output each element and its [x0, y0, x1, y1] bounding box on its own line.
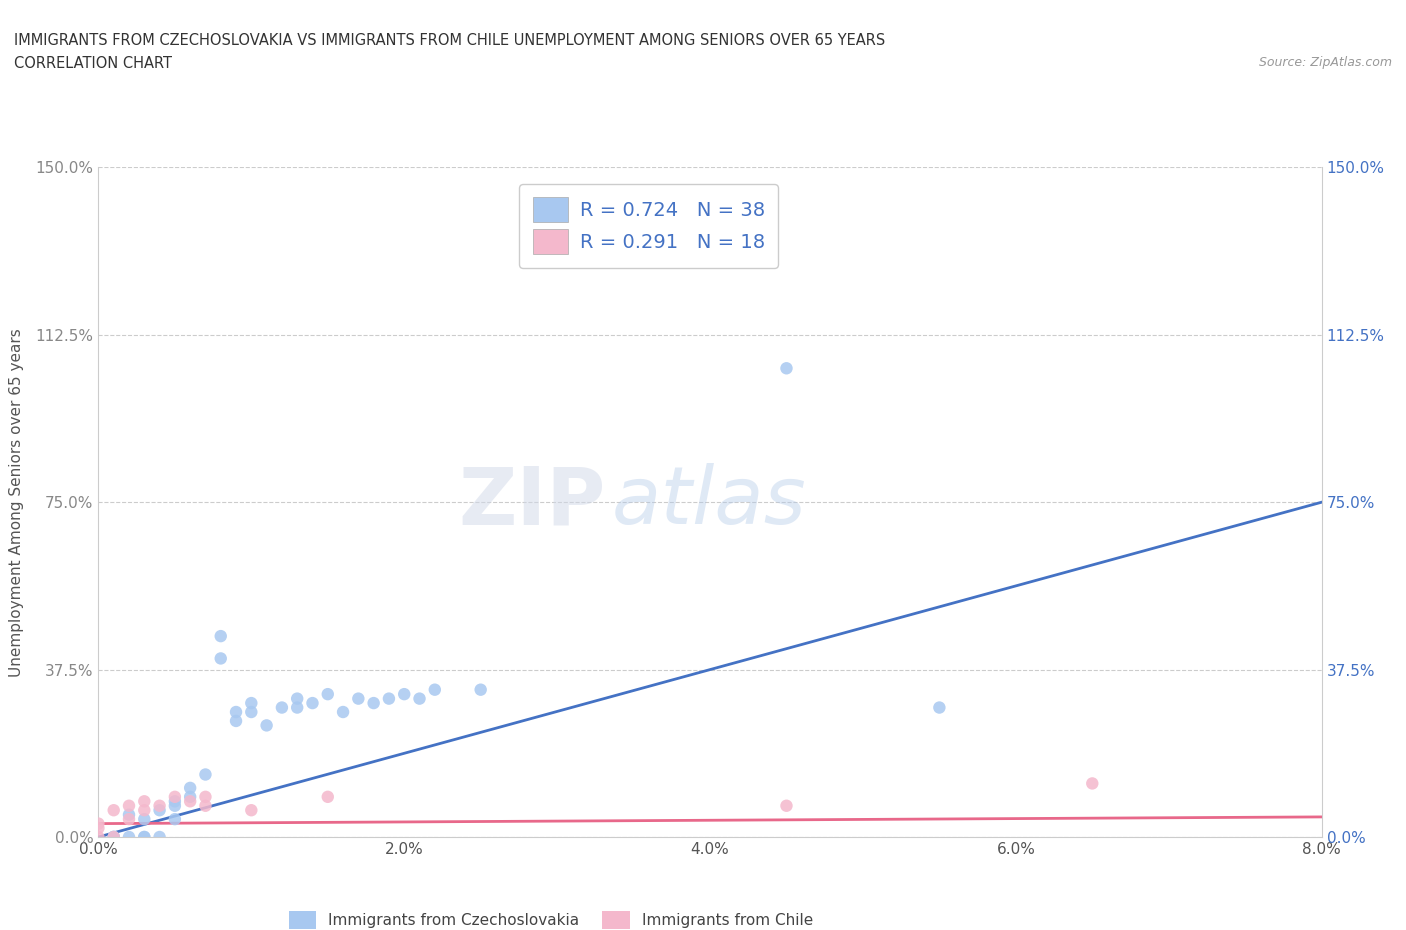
Legend: Immigrants from Czechoslovakia, Immigrants from Chile: Immigrants from Czechoslovakia, Immigran… — [283, 905, 820, 930]
Point — [225, 713, 247, 728]
Point — [347, 691, 370, 706]
Point — [256, 718, 278, 733]
Point — [103, 830, 125, 844]
Text: ZIP: ZIP — [458, 463, 606, 541]
Point — [225, 705, 247, 720]
Point — [118, 812, 141, 827]
Point — [408, 691, 430, 706]
Point — [134, 830, 156, 844]
Point — [775, 361, 797, 376]
Y-axis label: Unemployment Among Seniors over 65 years: Unemployment Among Seniors over 65 years — [10, 328, 24, 677]
Point — [1081, 776, 1104, 790]
Point — [209, 651, 232, 666]
Point — [149, 803, 172, 817]
Text: Source: ZipAtlas.com: Source: ZipAtlas.com — [1258, 56, 1392, 69]
Text: atlas: atlas — [612, 463, 807, 541]
Point — [240, 803, 263, 817]
Point — [179, 780, 201, 795]
Point — [163, 812, 186, 827]
Point — [270, 700, 294, 715]
Point — [118, 807, 141, 822]
Point — [285, 700, 308, 715]
Point — [103, 803, 125, 817]
Point — [179, 794, 201, 809]
Point — [163, 798, 186, 813]
Point — [194, 767, 217, 782]
Point — [194, 798, 217, 813]
Point — [87, 820, 110, 835]
Point — [103, 830, 125, 844]
Text: IMMIGRANTS FROM CZECHOSLOVAKIA VS IMMIGRANTS FROM CHILE UNEMPLOYMENT AMONG SENIO: IMMIGRANTS FROM CZECHOSLOVAKIA VS IMMIGR… — [14, 33, 886, 47]
Point — [118, 830, 141, 844]
Point — [928, 700, 950, 715]
Point — [332, 705, 354, 720]
Point — [149, 830, 172, 844]
Point — [103, 830, 125, 844]
Point — [163, 794, 186, 809]
Point — [316, 790, 339, 804]
Point — [194, 790, 217, 804]
Point — [285, 691, 308, 706]
Point — [134, 794, 156, 809]
Point — [470, 683, 492, 698]
Text: CORRELATION CHART: CORRELATION CHART — [14, 56, 172, 71]
Point — [134, 812, 156, 827]
Point — [209, 629, 232, 644]
Point — [363, 696, 385, 711]
Point — [134, 830, 156, 844]
Point — [423, 683, 446, 698]
Point — [392, 686, 416, 701]
Point — [179, 790, 201, 804]
Point — [240, 705, 263, 720]
Point — [316, 686, 339, 701]
Point — [163, 790, 186, 804]
Point — [240, 696, 263, 711]
Point — [149, 798, 172, 813]
Point — [87, 830, 110, 844]
Point — [775, 798, 797, 813]
Point — [301, 696, 323, 711]
Point — [134, 803, 156, 817]
Point — [118, 798, 141, 813]
Point — [378, 691, 401, 706]
Point — [103, 830, 125, 844]
Point — [87, 817, 110, 831]
